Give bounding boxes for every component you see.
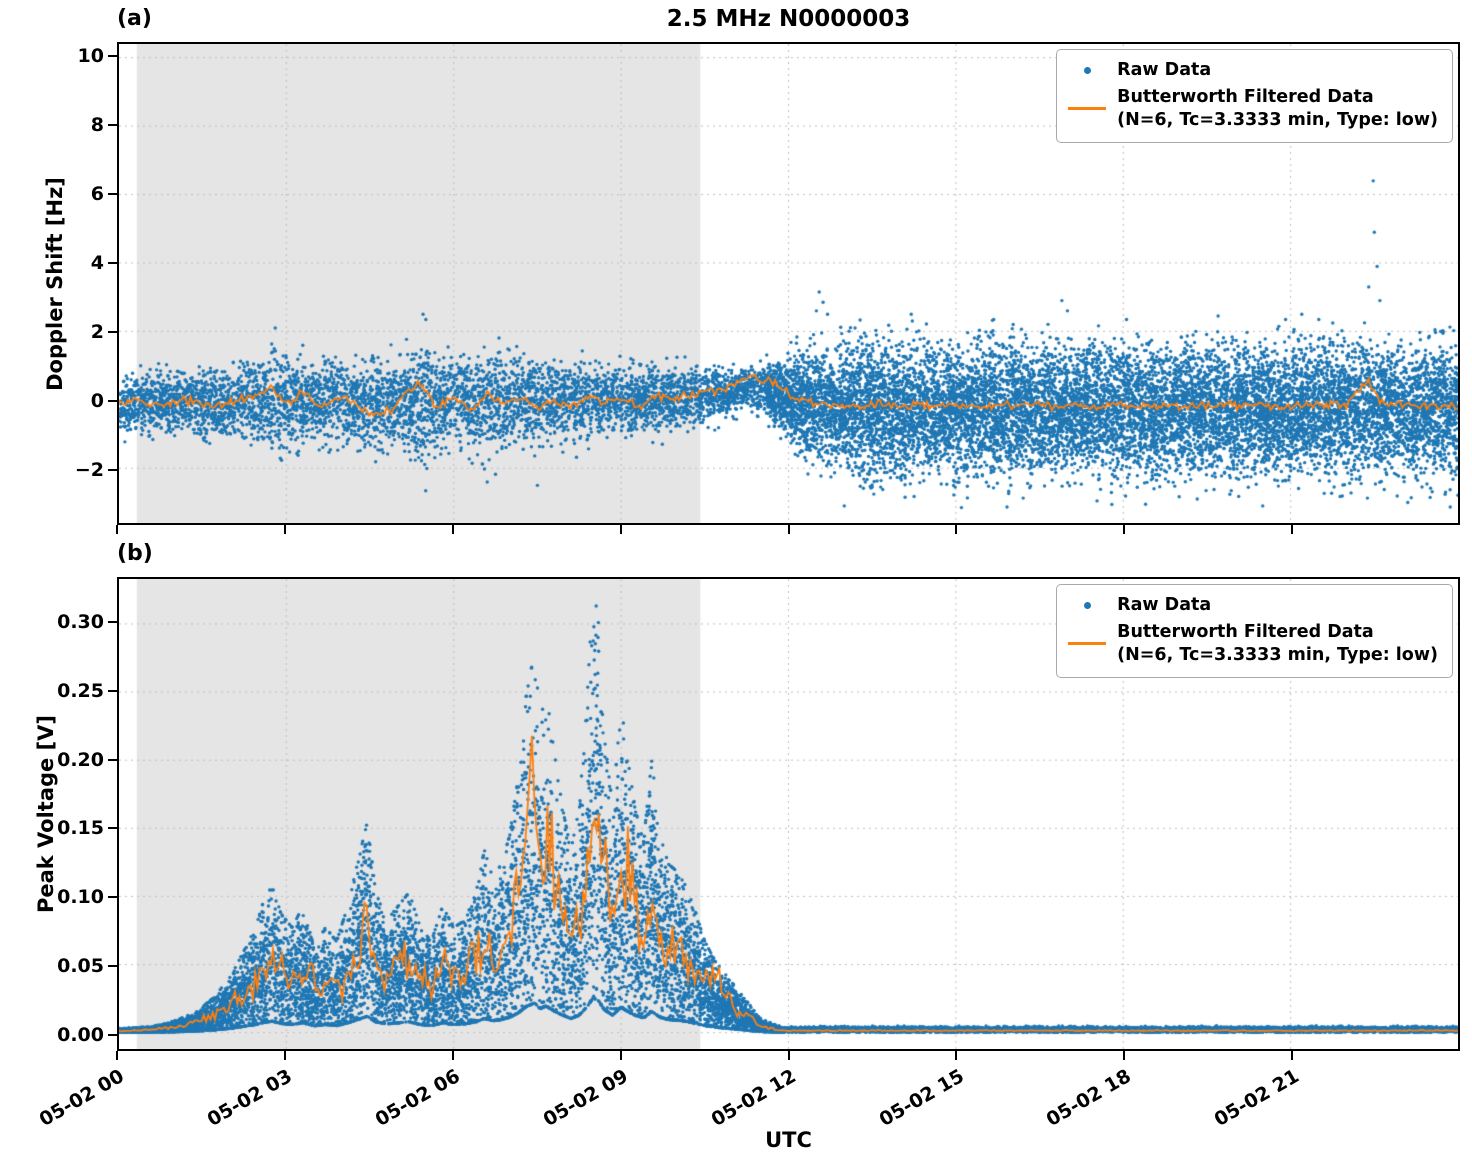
y-tick-label: 2 bbox=[90, 320, 104, 343]
filtered-line-icon bbox=[1065, 642, 1109, 645]
legend-filtered-entry: Butterworth Filtered Data (N=6, Tc=3.3333… bbox=[1065, 619, 1438, 669]
tick-mark bbox=[108, 621, 117, 624]
tick-mark bbox=[108, 468, 117, 471]
tick-mark bbox=[108, 261, 117, 264]
tick-mark bbox=[451, 1051, 454, 1060]
tick-mark bbox=[116, 1051, 118, 1060]
raw-data-dot-icon bbox=[1065, 66, 1109, 74]
tick-mark bbox=[108, 690, 117, 693]
legend-raw-entry: Raw Data bbox=[1065, 592, 1438, 619]
tick-mark bbox=[1291, 525, 1294, 534]
y-tick-label: 4 bbox=[90, 251, 104, 274]
tick-mark bbox=[787, 1051, 790, 1060]
y-tick-label: 0.00 bbox=[57, 1023, 104, 1046]
y-tick-label: 0.20 bbox=[57, 748, 104, 771]
raw-data-dot-icon bbox=[1065, 601, 1109, 609]
y-tick-label: −2 bbox=[74, 458, 104, 481]
legend-filtered-label-line2: (N=6, Tc=3.3333 min, Type: low) bbox=[1117, 109, 1438, 130]
tick-mark bbox=[108, 54, 117, 57]
tick-mark bbox=[116, 525, 118, 534]
panel-a-axes: Raw Data Butterworth Filtered Data (N=6, … bbox=[117, 42, 1460, 525]
legend-filtered-label: Butterworth Filtered Data (N=6, Tc=3.3333… bbox=[1117, 621, 1438, 667]
tick-mark bbox=[283, 525, 286, 534]
x-tick-label: 05-02 12 bbox=[707, 1065, 800, 1131]
tick-mark bbox=[1123, 525, 1126, 534]
x-tick-label: 05-02 00 bbox=[35, 1065, 128, 1131]
x-axis-label: UTC bbox=[765, 1128, 812, 1152]
tick-mark bbox=[451, 525, 454, 534]
legend-raw-label: Raw Data bbox=[1117, 60, 1212, 80]
y-tick-label: 0.25 bbox=[57, 680, 104, 703]
panel-b-label: (b) bbox=[117, 541, 153, 566]
tick-mark bbox=[955, 525, 958, 534]
panel-b-y-axis-label: Peak Voltage [V] bbox=[34, 714, 58, 914]
legend-raw-entry: Raw Data bbox=[1065, 57, 1438, 84]
x-tick-label: 05-02 21 bbox=[1210, 1065, 1304, 1131]
tick-mark bbox=[108, 192, 117, 195]
tick-mark bbox=[108, 1033, 117, 1036]
panel-a-legend: Raw Data Butterworth Filtered Data (N=6, … bbox=[1056, 49, 1453, 144]
tick-mark bbox=[787, 525, 790, 534]
y-tick-label: 0.10 bbox=[57, 886, 104, 909]
legend-filtered-label-line1: Butterworth Filtered Data bbox=[1117, 621, 1374, 642]
legend-raw-label: Raw Data bbox=[1117, 595, 1212, 615]
x-tick-label: 05-02 18 bbox=[1042, 1065, 1136, 1131]
tick-mark bbox=[108, 964, 117, 967]
x-tick-label: 05-02 15 bbox=[875, 1065, 968, 1131]
chart-title: 2.5 MHz N0000003 bbox=[666, 6, 911, 32]
panel-a-label: (a) bbox=[117, 6, 152, 31]
x-tick-label: 05-02 09 bbox=[539, 1065, 632, 1131]
y-tick-label: 6 bbox=[90, 182, 104, 205]
panel-b-axes: Raw Data Butterworth Filtered Data (N=6, … bbox=[117, 577, 1460, 1051]
tick-mark bbox=[1123, 1051, 1126, 1060]
legend-filtered-label: Butterworth Filtered Data (N=6, Tc=3.3333… bbox=[1117, 86, 1438, 132]
y-tick-label: 0.15 bbox=[57, 817, 104, 840]
tick-mark bbox=[108, 330, 117, 333]
tick-mark bbox=[108, 758, 117, 761]
panel-b-legend: Raw Data Butterworth Filtered Data (N=6, … bbox=[1056, 584, 1453, 679]
y-tick-label: 0.30 bbox=[57, 611, 104, 634]
x-tick-label: 05-02 03 bbox=[203, 1065, 296, 1131]
tick-mark bbox=[108, 827, 117, 830]
y-tick-label: 10 bbox=[77, 44, 104, 67]
filtered-line-icon bbox=[1065, 107, 1109, 110]
tick-mark bbox=[108, 896, 117, 899]
panel-a-y-axis-label: Doppler Shift [Hz] bbox=[43, 177, 67, 391]
legend-filtered-label-line2: (N=6, Tc=3.3333 min, Type: low) bbox=[1117, 644, 1438, 665]
y-tick-label: 0.05 bbox=[57, 954, 104, 977]
tick-mark bbox=[619, 1051, 622, 1060]
legend-filtered-entry: Butterworth Filtered Data (N=6, Tc=3.3333… bbox=[1065, 84, 1438, 134]
tick-mark bbox=[955, 1051, 958, 1060]
tick-mark bbox=[283, 1051, 286, 1060]
tick-mark bbox=[108, 399, 117, 402]
legend-filtered-label-line1: Butterworth Filtered Data bbox=[1117, 86, 1374, 107]
tick-mark bbox=[108, 123, 117, 126]
tick-mark bbox=[1291, 1051, 1294, 1060]
y-tick-label: 8 bbox=[90, 113, 104, 136]
x-tick-label: 05-02 06 bbox=[371, 1065, 464, 1131]
tick-mark bbox=[619, 525, 622, 534]
y-tick-label: 0 bbox=[90, 389, 104, 412]
